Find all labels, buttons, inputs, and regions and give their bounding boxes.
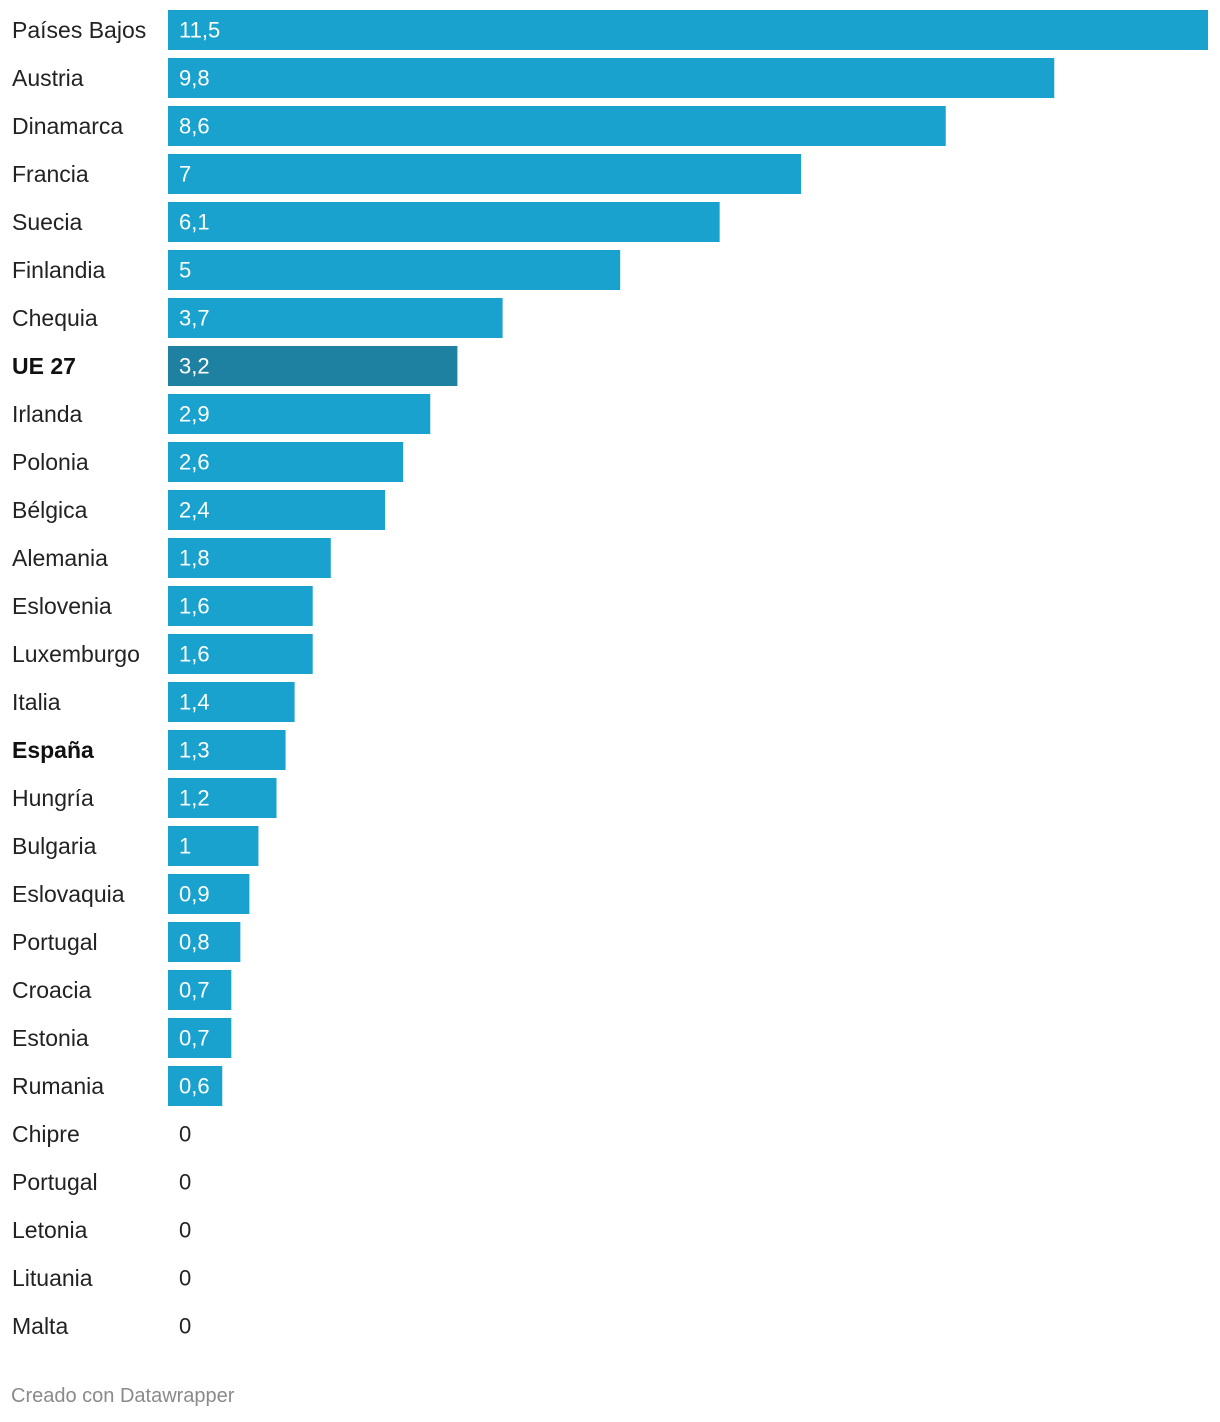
bar-austria-1	[168, 58, 1055, 98]
category-label-espana-15: España	[12, 737, 94, 763]
bar-chart: Países Bajos 11,5 Austria 9,8 Dinamarca 8,6 Fr…	[12, 10, 1208, 1339]
value-label-croacia-20: 0,7	[179, 978, 210, 1003]
value-label-ue-27-7: 3,2	[179, 354, 210, 379]
category-label-letonia-25: Letonia	[12, 1217, 88, 1243]
category-label-bulgaria-17: Bulgaria	[12, 833, 97, 859]
category-label-eslovaquia-18: Eslovaquia	[12, 881, 125, 907]
value-label-austria-1: 9,8	[179, 66, 210, 91]
category-label-polonia-9: Polonia	[12, 449, 89, 475]
bar-hungria-16	[168, 778, 277, 818]
value-label-francia-3: 7	[179, 162, 191, 187]
category-label-lituania-26: Lituania	[12, 1265, 93, 1291]
bar-belgica-10	[168, 490, 386, 530]
category-label-croacia-20: Croacia	[12, 977, 91, 1003]
bar-suecia-4	[168, 202, 720, 242]
value-label-irlanda-8: 2,9	[179, 402, 210, 427]
value-label-portugal-24: 0	[179, 1170, 191, 1195]
category-label-belgica-10: Bélgica	[12, 497, 88, 523]
bar-eslovenia-12	[168, 586, 313, 626]
category-label-ue-27-7: UE 27	[12, 353, 76, 379]
value-label-chipre-23: 0	[179, 1122, 191, 1147]
bar-irlanda-8	[168, 394, 431, 434]
value-label-estonia-21: 0,7	[179, 1026, 210, 1051]
bar-estonia-21	[168, 1018, 232, 1058]
category-label-estonia-21: Estonia	[12, 1025, 89, 1051]
category-label-finlandia-5: Finlandia	[12, 257, 106, 283]
value-label-paises-bajos-0: 11,5	[179, 18, 220, 43]
bar-espana-15	[168, 730, 286, 770]
category-label-chipre-23: Chipre	[12, 1121, 80, 1147]
category-label-italia-14: Italia	[12, 689, 61, 715]
value-label-lituania-26: 0	[179, 1266, 191, 1291]
category-label-portugal-19: Portugal	[12, 929, 98, 955]
category-label-eslovenia-12: Eslovenia	[12, 593, 112, 619]
value-label-hungria-16: 1,2	[179, 786, 210, 811]
value-label-eslovaquia-18: 0,9	[179, 882, 210, 907]
bar-rumania-22	[168, 1066, 223, 1106]
bar-finlandia-5	[168, 250, 621, 290]
category-label-hungria-16: Hungría	[12, 785, 94, 811]
category-label-irlanda-8: Irlanda	[12, 401, 83, 427]
bar-italia-14	[168, 682, 295, 722]
value-label-alemania-11: 1,8	[179, 546, 210, 571]
category-label-luxemburgo-13: Luxemburgo	[12, 641, 140, 667]
bar-francia-3	[168, 154, 802, 194]
value-label-letonia-25: 0	[179, 1218, 191, 1243]
category-label-suecia-4: Suecia	[12, 209, 83, 235]
value-label-polonia-9: 2,6	[179, 450, 210, 475]
bar-croacia-20	[168, 970, 232, 1010]
bar-eslovaquia-18	[168, 874, 250, 914]
category-label-rumania-22: Rumania	[12, 1073, 104, 1099]
bar-portugal-19	[168, 922, 241, 962]
value-label-belgica-10: 2,4	[179, 498, 210, 523]
bar-luxemburgo-13	[168, 634, 313, 674]
value-label-chequia-6: 3,7	[179, 306, 210, 331]
value-label-dinamarca-2: 8,6	[179, 114, 210, 139]
category-label-francia-3: Francia	[12, 161, 89, 187]
value-label-italia-14: 1,4	[179, 690, 210, 715]
category-label-austria-1: Austria	[12, 65, 84, 91]
value-label-rumania-22: 0,6	[179, 1074, 210, 1099]
category-label-portugal-24: Portugal	[12, 1169, 98, 1195]
category-label-chequia-6: Chequia	[12, 305, 98, 331]
bar-bulgaria-17	[168, 826, 259, 866]
datawrapper-credit: Creado con Datawrapper	[11, 1385, 235, 1407]
bar-ue-27-7	[168, 346, 458, 386]
value-label-luxemburgo-13: 1,6	[179, 642, 210, 667]
value-label-malta-27: 0	[179, 1314, 191, 1339]
bar-alemania-11	[168, 538, 331, 578]
category-label-alemania-11: Alemania	[12, 545, 108, 571]
bar-chequia-6	[168, 298, 503, 338]
bar-dinamarca-2	[168, 106, 946, 146]
value-label-bulgaria-17: 1	[179, 834, 191, 859]
bar-polonia-9	[168, 442, 404, 482]
value-label-eslovenia-12: 1,6	[179, 594, 210, 619]
value-label-finlandia-5: 5	[179, 258, 191, 283]
category-label-paises-bajos-0: Países Bajos	[12, 17, 146, 43]
value-label-portugal-19: 0,8	[179, 930, 210, 955]
category-label-dinamarca-2: Dinamarca	[12, 113, 123, 139]
value-label-suecia-4: 6,1	[179, 210, 210, 235]
category-label-malta-27: Malta	[12, 1313, 68, 1339]
bar-paises-bajos-0	[168, 10, 1208, 50]
value-label-espana-15: 1,3	[179, 738, 210, 763]
